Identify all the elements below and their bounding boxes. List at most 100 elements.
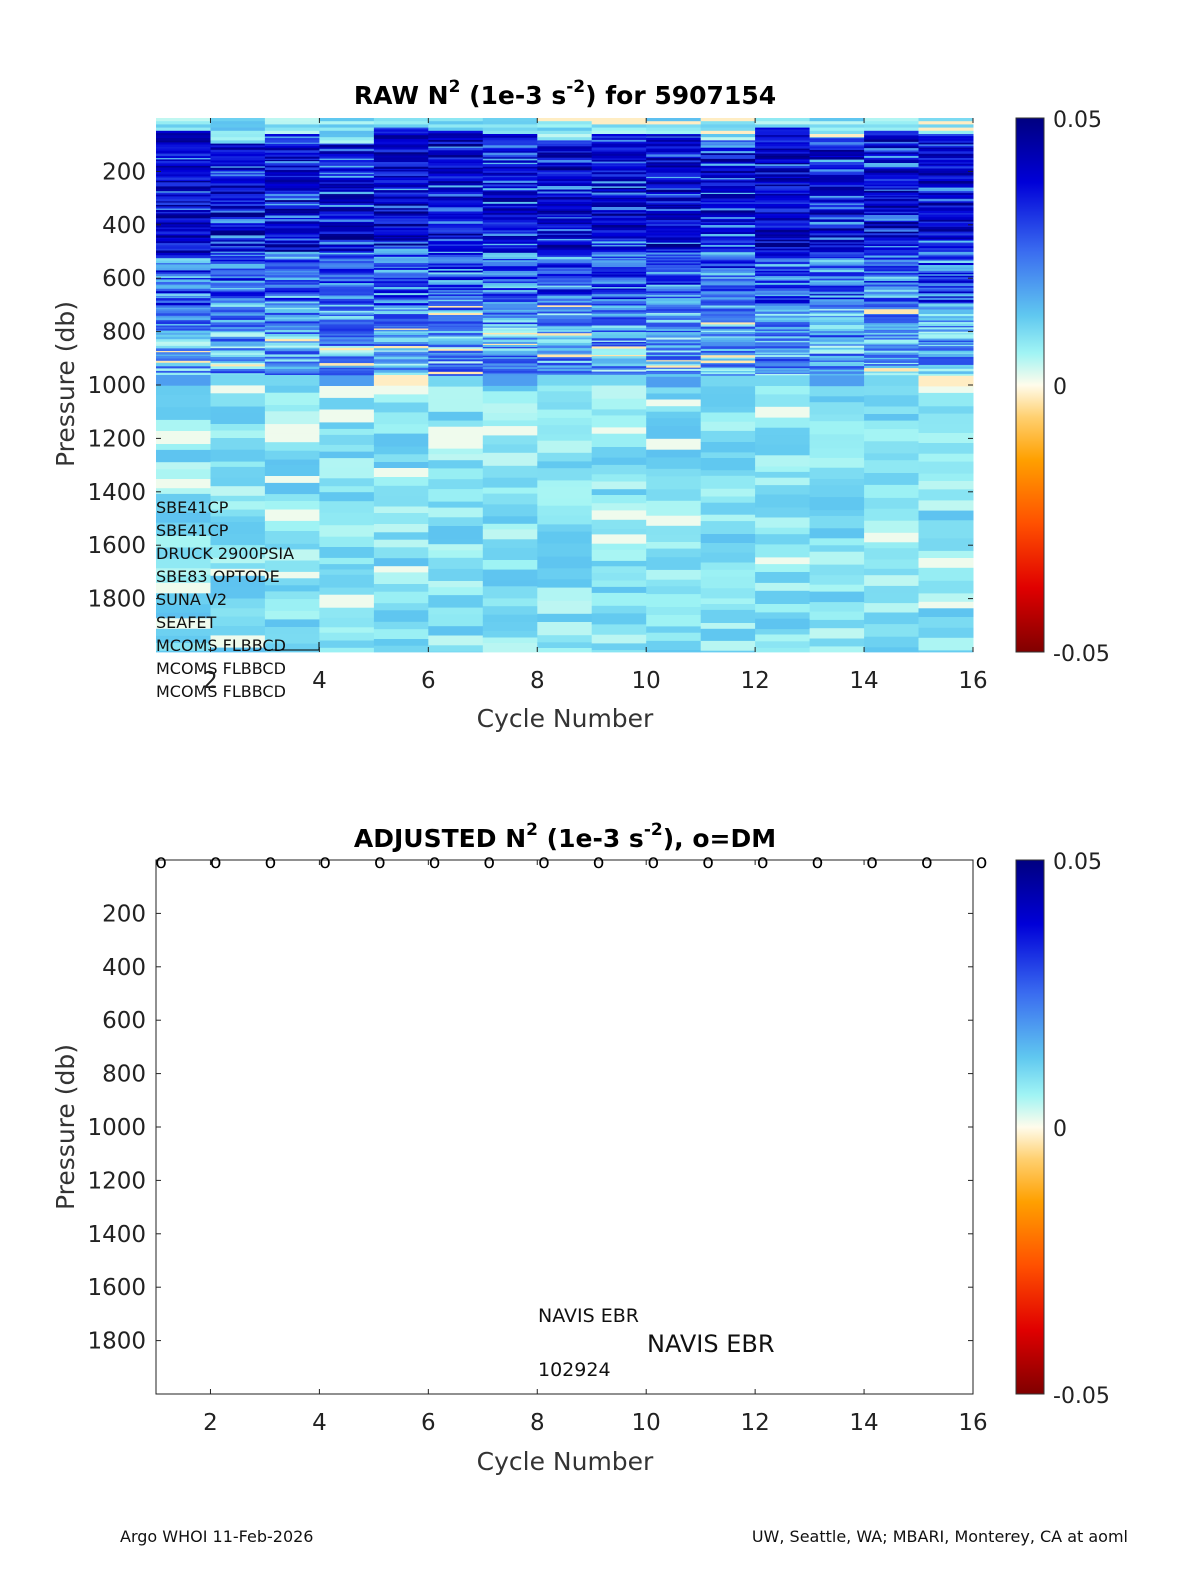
raw-heatmap-cell: [700, 383, 756, 387]
raw-heatmap-cell: [482, 257, 538, 260]
raw-heatmap-cell: [428, 507, 484, 518]
raw-heatmap-cell: [482, 260, 538, 263]
raw-heatmap-cell: [373, 337, 429, 341]
raw-heatmap-cell: [864, 319, 920, 321]
raw-heatmap-cell: [264, 345, 320, 349]
raw-heatmap-cell: [210, 268, 266, 271]
raw-heatmap-cell: [646, 640, 702, 651]
raw-heatmap-cell: [482, 168, 538, 172]
raw-heatmap-cell: [809, 584, 865, 592]
raw-heatmap-cell: [373, 224, 429, 227]
raw-heatmap-cell: [156, 284, 211, 287]
raw-heatmap-cell: [918, 327, 974, 330]
raw-heatmap-cell: [373, 301, 429, 304]
raw-heatmap-cell: [482, 352, 538, 355]
raw-heatmap-cell: [918, 208, 974, 212]
raw-heatmap-cell: [264, 118, 320, 122]
raw-heatmap-cell: [210, 243, 266, 247]
raw-heatmap-cell: [482, 222, 538, 225]
raw-heatmap-cell: [591, 147, 647, 149]
raw-heatmap-cell: [864, 281, 920, 283]
raw-heatmap-cell: [591, 158, 647, 161]
raw-heatmap-cell: [918, 340, 974, 343]
raw-heatmap-cell: [864, 624, 920, 638]
raw-heatmap-cell: [591, 130, 647, 135]
raw-heatmap-cell: [373, 188, 429, 191]
raw-heatmap-cell: [537, 130, 593, 135]
raw-heatmap-cell: [646, 150, 702, 153]
raw-heatmap-cell: [646, 225, 702, 229]
raw-heatmap-cell: [864, 148, 920, 151]
raw-heatmap-cell: [319, 632, 375, 641]
raw-heatmap-cell: [918, 275, 974, 278]
raw-heatmap-cell: [591, 489, 647, 496]
raw-heatmap-cell: [646, 333, 702, 336]
raw-heatmap-cell: [428, 357, 484, 360]
raw-heatmap-cell: [482, 283, 538, 286]
raw-heatmap-cell: [700, 173, 756, 176]
raw-heatmap-cell: [319, 363, 375, 367]
raw-heatmap-cell: [373, 361, 429, 364]
raw-heatmap-cell: [591, 127, 647, 132]
raw-heatmap-cell: [700, 206, 756, 209]
raw-heatmap-cell: [591, 176, 647, 180]
raw-heatmap-cell: [428, 194, 484, 197]
raw-heatmap-cell: [646, 169, 702, 172]
raw-heatmap-cell: [428, 221, 484, 225]
raw-heatmap-cell: [864, 406, 920, 415]
raw-heatmap-cell: [319, 211, 375, 215]
raw-heatmap-cell: [373, 240, 429, 243]
raw-heatmap-cell: [319, 326, 375, 330]
raw-heatmap-cell: [264, 385, 320, 394]
raw-heatmap-cell: [373, 303, 429, 306]
raw-heatmap-cell: [864, 198, 920, 202]
raw-heatmap-cell: [918, 140, 974, 144]
raw-heatmap-cell: [210, 254, 266, 257]
raw-heatmap-cell: [755, 373, 811, 376]
raw-heatmap-cell: [809, 217, 865, 220]
raw-heatmap-cell: [210, 185, 266, 189]
raw-heatmap-cell: [809, 380, 865, 384]
raw-heatmap-cell: [755, 324, 811, 328]
raw-heatmap-cell: [156, 336, 211, 340]
raw-heatmap-cell: [864, 251, 920, 254]
raw-heatmap-cell: [755, 427, 811, 436]
raw-heatmap-cell: [537, 182, 593, 185]
raw-heatmap-cell: [918, 363, 974, 366]
raw-heatmap-cell: [482, 264, 538, 267]
raw-heatmap-cell: [482, 523, 538, 530]
raw-heatmap-cell: [210, 130, 266, 135]
raw-heatmap-cell: [864, 172, 920, 176]
raw-heatmap-cell: [319, 183, 375, 186]
raw-heatmap-cell: [591, 338, 647, 341]
raw-heatmap-cell: [319, 118, 375, 122]
raw-heatmap-cell: [591, 362, 647, 364]
raw-heatmap-cell: [373, 238, 429, 242]
raw-heatmap-cell: [755, 210, 811, 213]
raw-heatmap-cell: [591, 398, 647, 410]
raw-heatmap-cell: [319, 501, 375, 513]
raw-heatmap-cell: [809, 169, 865, 173]
raw-heatmap-cell: [809, 287, 865, 291]
raw-heatmap-cell: [210, 247, 266, 250]
raw-heatmap-cell: [482, 361, 538, 364]
raw-heatmap-cell: [864, 253, 920, 256]
raw-heatmap-cell: [591, 350, 647, 354]
raw-heatmap-cell: [918, 294, 974, 297]
raw-heatmap-cell: [755, 225, 811, 229]
raw-heatmap-cell: [264, 165, 320, 168]
raw-heatmap-cell: [537, 145, 593, 147]
raw-heatmap-cell: [918, 231, 974, 234]
raw-heatmap-cell: [591, 181, 647, 184]
raw-heatmap-cell: [591, 153, 647, 157]
raw-heatmap-cell: [591, 280, 647, 283]
raw-heatmap-cell: [864, 356, 920, 359]
raw-heatmap-cell: [156, 231, 211, 235]
raw-heatmap-cell: [537, 358, 593, 362]
adjusted-x-tick-label: 14: [849, 1410, 878, 1436]
raw-heatmap-cell: [864, 249, 920, 252]
raw-heatmap-cell: [537, 579, 593, 588]
raw-heatmap-cell: [373, 145, 429, 148]
raw-heatmap-cell: [428, 361, 484, 364]
